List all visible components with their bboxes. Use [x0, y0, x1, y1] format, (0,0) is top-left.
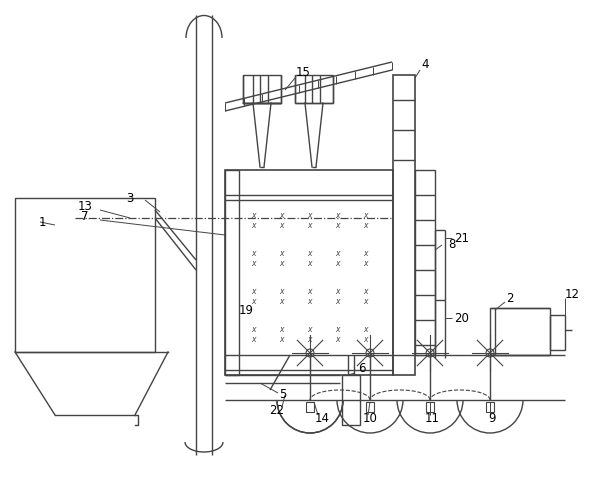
- Text: 11: 11: [424, 412, 440, 425]
- Text: x: x: [251, 221, 255, 229]
- Text: x: x: [363, 248, 367, 258]
- Text: 6: 6: [358, 361, 366, 375]
- Text: x: x: [307, 221, 312, 229]
- Text: x: x: [335, 259, 339, 267]
- Text: 12: 12: [565, 288, 579, 301]
- Text: x: x: [307, 297, 312, 305]
- Text: x: x: [363, 335, 367, 343]
- Text: 4: 4: [421, 58, 429, 72]
- Text: 20: 20: [454, 312, 470, 324]
- Text: x: x: [335, 210, 339, 220]
- Bar: [342, 375, 360, 425]
- Bar: [426, 402, 434, 412]
- Bar: [306, 402, 314, 412]
- Text: x: x: [278, 286, 283, 296]
- Text: x: x: [363, 210, 367, 220]
- Text: 21: 21: [454, 231, 470, 244]
- Text: x: x: [278, 221, 283, 229]
- Text: x: x: [307, 335, 312, 343]
- Text: x: x: [251, 286, 255, 296]
- Text: x: x: [335, 248, 339, 258]
- Text: x: x: [278, 248, 283, 258]
- Text: x: x: [278, 324, 283, 334]
- Text: x: x: [278, 259, 283, 267]
- Text: 13: 13: [77, 201, 93, 213]
- Bar: [295, 75, 333, 103]
- Text: 22: 22: [270, 404, 284, 416]
- Bar: [225, 170, 393, 375]
- Bar: [550, 315, 565, 350]
- Text: 1: 1: [38, 216, 46, 228]
- Text: x: x: [363, 286, 367, 296]
- Bar: [366, 402, 374, 412]
- Text: x: x: [251, 297, 255, 305]
- Text: x: x: [278, 210, 283, 220]
- Text: x: x: [251, 248, 255, 258]
- Text: x: x: [251, 210, 255, 220]
- Text: 15: 15: [296, 65, 310, 78]
- Text: 7: 7: [81, 210, 88, 224]
- Text: x: x: [307, 324, 312, 334]
- Bar: [490, 308, 550, 355]
- Text: x: x: [278, 297, 283, 305]
- Text: x: x: [251, 335, 255, 343]
- Text: 3: 3: [126, 191, 134, 205]
- Text: x: x: [363, 259, 367, 267]
- Text: x: x: [278, 335, 283, 343]
- Text: x: x: [335, 297, 339, 305]
- Bar: [486, 402, 494, 412]
- Text: x: x: [335, 335, 339, 343]
- Text: x: x: [363, 297, 367, 305]
- Text: x: x: [307, 210, 312, 220]
- Text: 14: 14: [314, 412, 329, 425]
- Text: 8: 8: [448, 239, 455, 251]
- Text: 19: 19: [238, 303, 254, 317]
- Text: 9: 9: [489, 412, 496, 425]
- Text: x: x: [335, 221, 339, 229]
- Text: 5: 5: [279, 389, 287, 401]
- Text: x: x: [307, 286, 312, 296]
- Text: x: x: [251, 324, 255, 334]
- Bar: [243, 75, 281, 103]
- Bar: [415, 170, 435, 355]
- Text: x: x: [363, 221, 367, 229]
- Text: 2: 2: [506, 292, 514, 304]
- Text: x: x: [335, 286, 339, 296]
- Bar: [15, 198, 155, 352]
- Bar: [393, 75, 415, 375]
- Text: x: x: [307, 259, 312, 267]
- Text: x: x: [363, 324, 367, 334]
- Text: 10: 10: [363, 412, 378, 425]
- Text: x: x: [251, 259, 255, 267]
- Text: x: x: [335, 324, 339, 334]
- Text: x: x: [307, 248, 312, 258]
